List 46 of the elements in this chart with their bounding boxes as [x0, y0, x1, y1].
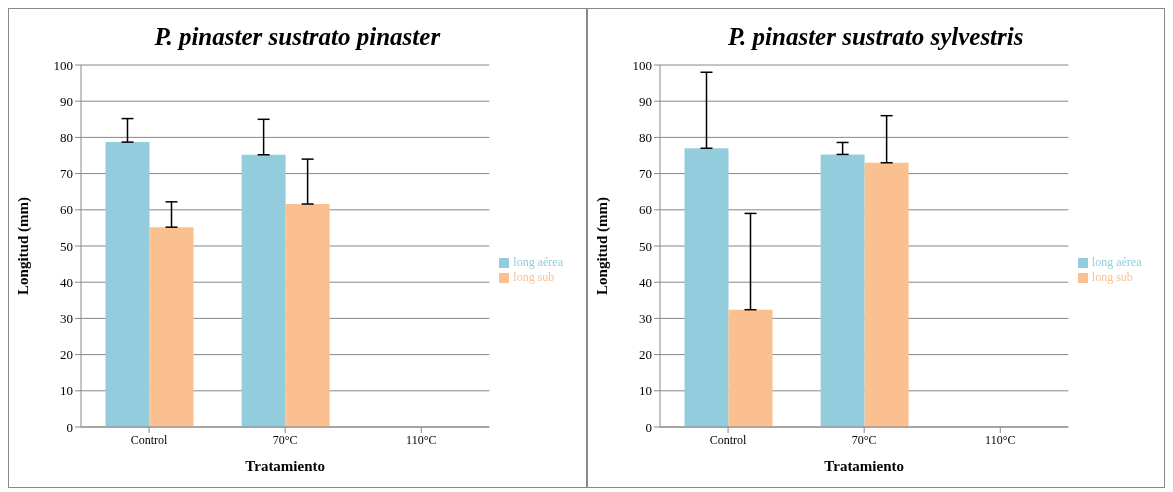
bar	[820, 154, 865, 427]
y-tick-label: 10	[60, 383, 73, 399]
bar	[105, 142, 150, 427]
bar	[864, 162, 909, 427]
y-tick-label: 40	[60, 274, 73, 290]
chart-title: P. pinaster sustrato sylvestris	[727, 23, 1025, 52]
x-tick-label: Control	[709, 432, 747, 447]
y-tick-label: 70	[638, 166, 652, 182]
x-tick-label: 110°C	[406, 432, 437, 447]
legend-label: long aérea	[513, 255, 563, 269]
bar	[149, 227, 194, 427]
y-tick-label: 100	[632, 57, 652, 73]
x-tick-label: 110°C	[984, 432, 1015, 447]
y-tick-label: 60	[60, 202, 73, 218]
legend-label: long sub	[1091, 270, 1133, 284]
y-tick-label: 70	[60, 166, 73, 182]
y-tick-label: 80	[638, 130, 652, 146]
y-tick-label: 0	[645, 419, 652, 435]
x-tick-label: 70°C	[851, 432, 877, 447]
bar	[241, 154, 286, 427]
y-tick-label: 0	[66, 419, 73, 435]
y-tick-label: 50	[638, 238, 652, 254]
y-tick-label: 20	[638, 347, 652, 363]
legend-label: long aérea	[1091, 255, 1142, 269]
x-tick-label: 70°C	[272, 432, 298, 447]
y-tick-label: 60	[638, 202, 652, 218]
y-tick-label: 20	[60, 347, 73, 363]
legend-label: long sub	[513, 270, 555, 284]
y-axis-title: Longitud (mm)	[593, 197, 611, 295]
y-tick-label: 30	[638, 311, 652, 327]
y-tick-label: 90	[638, 93, 652, 109]
y-tick-label: 80	[60, 130, 73, 146]
bar	[728, 309, 772, 427]
x-axis-title: Tratamiento	[823, 458, 904, 474]
y-tick-label: 10	[638, 383, 652, 399]
y-tick-label: 100	[53, 57, 73, 73]
x-tick-label: Control	[130, 432, 169, 447]
bar	[285, 204, 330, 427]
y-tick-label: 50	[60, 238, 73, 254]
chart-title: P. pinaster sustrato pinaster	[153, 23, 442, 52]
y-tick-label: 40	[638, 274, 652, 290]
y-tick-label: 30	[60, 311, 73, 327]
y-tick-label: 90	[60, 93, 73, 109]
bar	[684, 148, 728, 427]
x-axis-title: Tratamiento	[245, 458, 326, 474]
y-axis-title: Longitud (mm)	[15, 197, 33, 295]
